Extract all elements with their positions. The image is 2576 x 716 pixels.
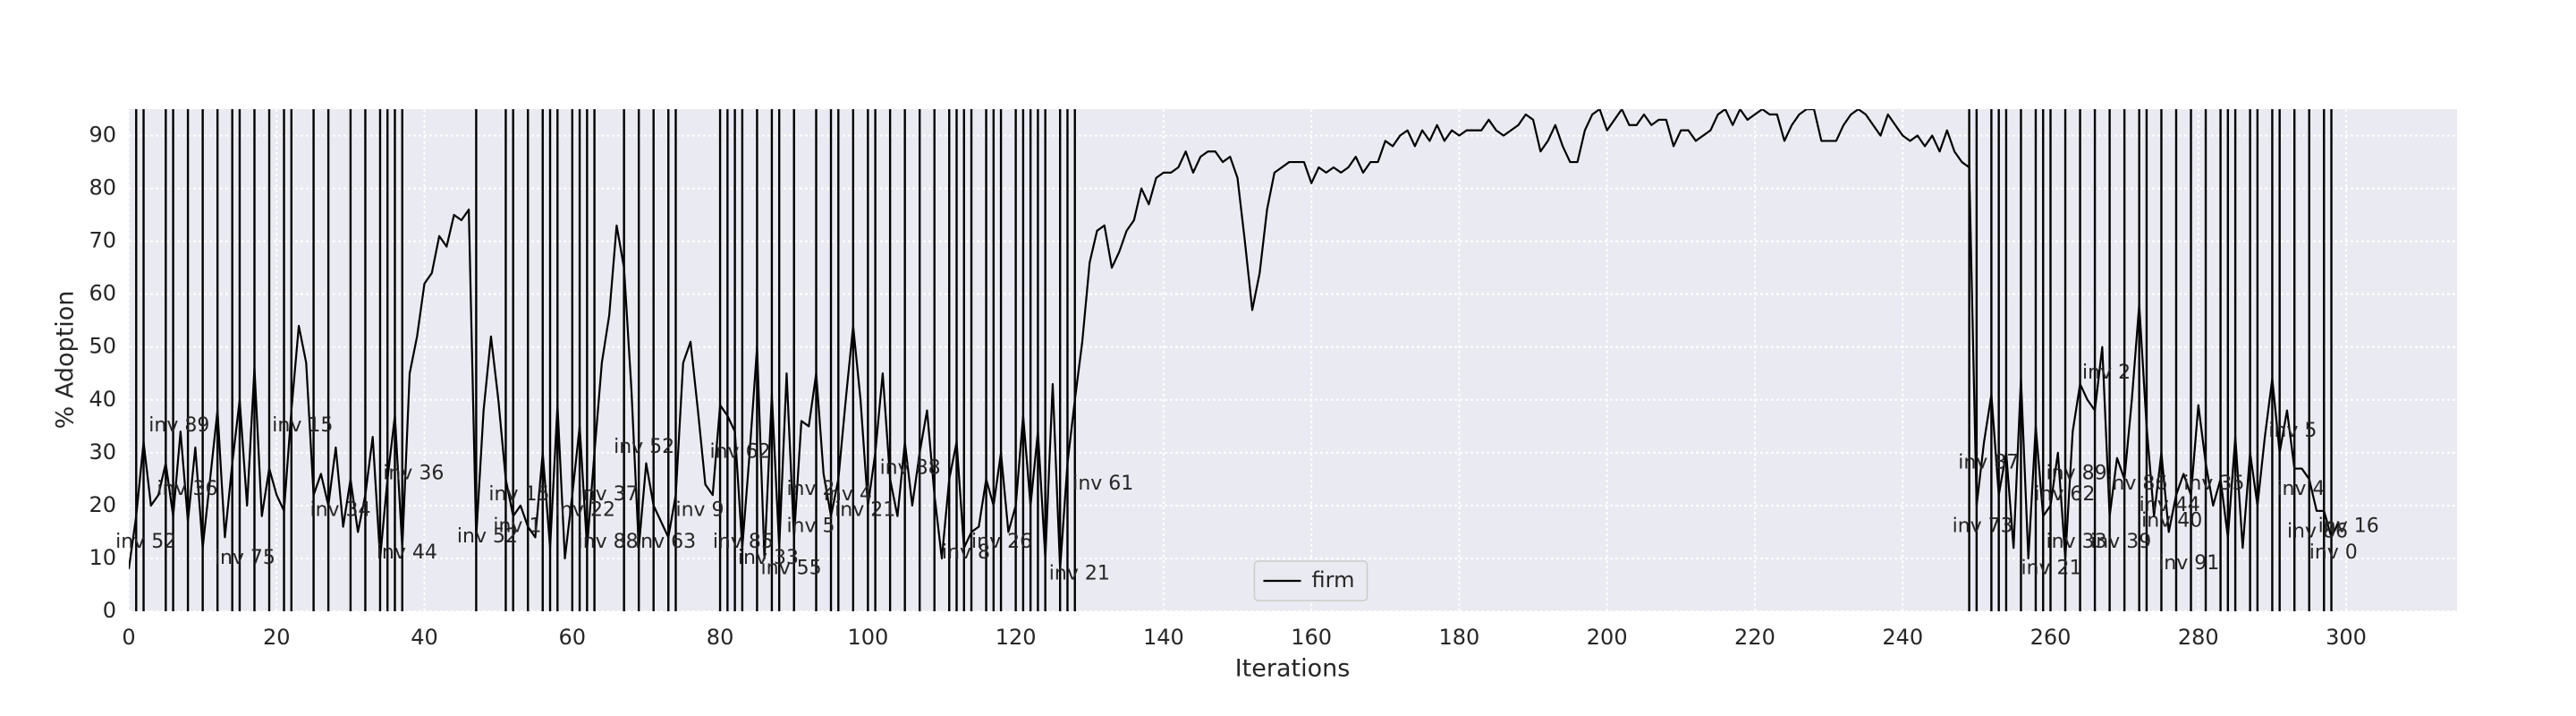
annotation: inv 21 [835,499,895,522]
x-tick-label: 220 [1734,625,1775,650]
y-tick-label: 90 [89,123,116,148]
annotation: inv 16 [2318,515,2379,537]
annotation: inv 4 [2276,478,2325,500]
x-axis-label: Iterations [1235,655,1351,683]
x-tick-label: 300 [2326,625,2367,650]
annotation: inv 2 [786,478,835,500]
grid [128,109,2457,612]
y-tick-label: 10 [89,545,116,570]
annotation: inv 21 [2021,558,2081,580]
annotation: inv 85 [713,531,774,553]
annotation: inv 15 [272,414,333,437]
annotation: inv 1 [493,515,541,537]
plot-area [129,109,2457,611]
annotation: inv 62 [710,441,771,464]
y-tick-label: 30 [89,439,116,465]
legend-box [1253,560,1368,601]
x-tick-label: 180 [1439,625,1480,650]
annotation: inv 88 [578,531,639,553]
annotation: inv 61 [1072,473,1133,495]
x-tick-label: 240 [1882,625,1923,650]
annotation: inv 33 [738,547,799,569]
annotation: inv 52 [115,531,176,553]
legend: firm [1253,560,1368,601]
x-tick-label: 140 [1143,625,1184,650]
annotation: inv 89 [148,414,209,437]
legend-label: firm [1312,567,1355,592]
annotation: inv 86 [2287,520,2348,542]
annotation: inv 36 [157,478,217,500]
annotation: inv 5 [786,515,835,537]
annotation: inv 52 [457,525,518,548]
y-tick-label: 20 [89,492,116,517]
annotation: inv 8 [942,541,990,564]
x-tick-label: 200 [1587,625,1628,650]
annotation: inv 33 [2046,531,2107,553]
annotation: inv 52 [614,436,674,458]
x-tick-label: 100 [847,625,888,650]
annotation: inv 0 [2309,541,2358,564]
annotation: inv 44 [2140,494,2200,516]
x-tick-label: 260 [2030,625,2072,650]
y-tick-label: 40 [89,387,116,412]
annotation: inv 89 [2046,462,2107,484]
annotation: inv 36 [383,462,444,484]
x-tick-label: 40 [411,625,438,650]
annotation: inv 40 [2141,510,2202,533]
annotation: inv 4 [824,483,872,506]
x-tick-label: 0 [122,625,135,650]
annotation: inv 62 [2034,483,2095,506]
annotation: inv 26 [971,531,1032,553]
annotation: inv 63 [635,531,696,553]
x-tick-label: 60 [559,625,587,650]
annotation: inv 35 [2183,473,2244,495]
y-tick-label: 80 [89,175,116,200]
y-tick-label: 0 [103,598,116,623]
annotation: inv 22 [555,499,615,522]
annotation: inv 39 [2090,531,2151,553]
annotation: inv 55 [761,558,822,580]
y-axis-label: % Adoption [52,291,80,430]
annotation: inv 73 [1953,515,2013,537]
annotation: inv 86 [2106,473,2167,495]
y-tick-label: 60 [89,281,116,306]
annotation: inv 2 [2082,362,2131,384]
annotation: inv 75 [215,547,275,569]
data-line [129,109,2340,570]
x-tick-label: 280 [2178,625,2219,650]
annotation: inv 88 [880,456,941,479]
annotation: inv 5 [2268,420,2317,442]
x-tick-label: 120 [996,625,1037,650]
y-tick-label: 70 [89,228,116,253]
annotation: inv 34 [309,499,370,522]
annotation: inv 37 [578,483,639,506]
x-tick-label: 80 [707,625,734,650]
y-tick-label: 50 [89,334,116,359]
annotation: inv 15 [488,483,549,506]
annotation: inv 21 [1049,563,1110,585]
annotation: inv 44 [377,541,437,564]
annotation: inv 9 [675,499,724,522]
annotation: inv 87 [1958,452,2019,474]
annotation: inv 91 [2158,552,2219,575]
x-tick-label: 20 [263,625,291,650]
x-tick-label: 160 [1291,625,1332,650]
